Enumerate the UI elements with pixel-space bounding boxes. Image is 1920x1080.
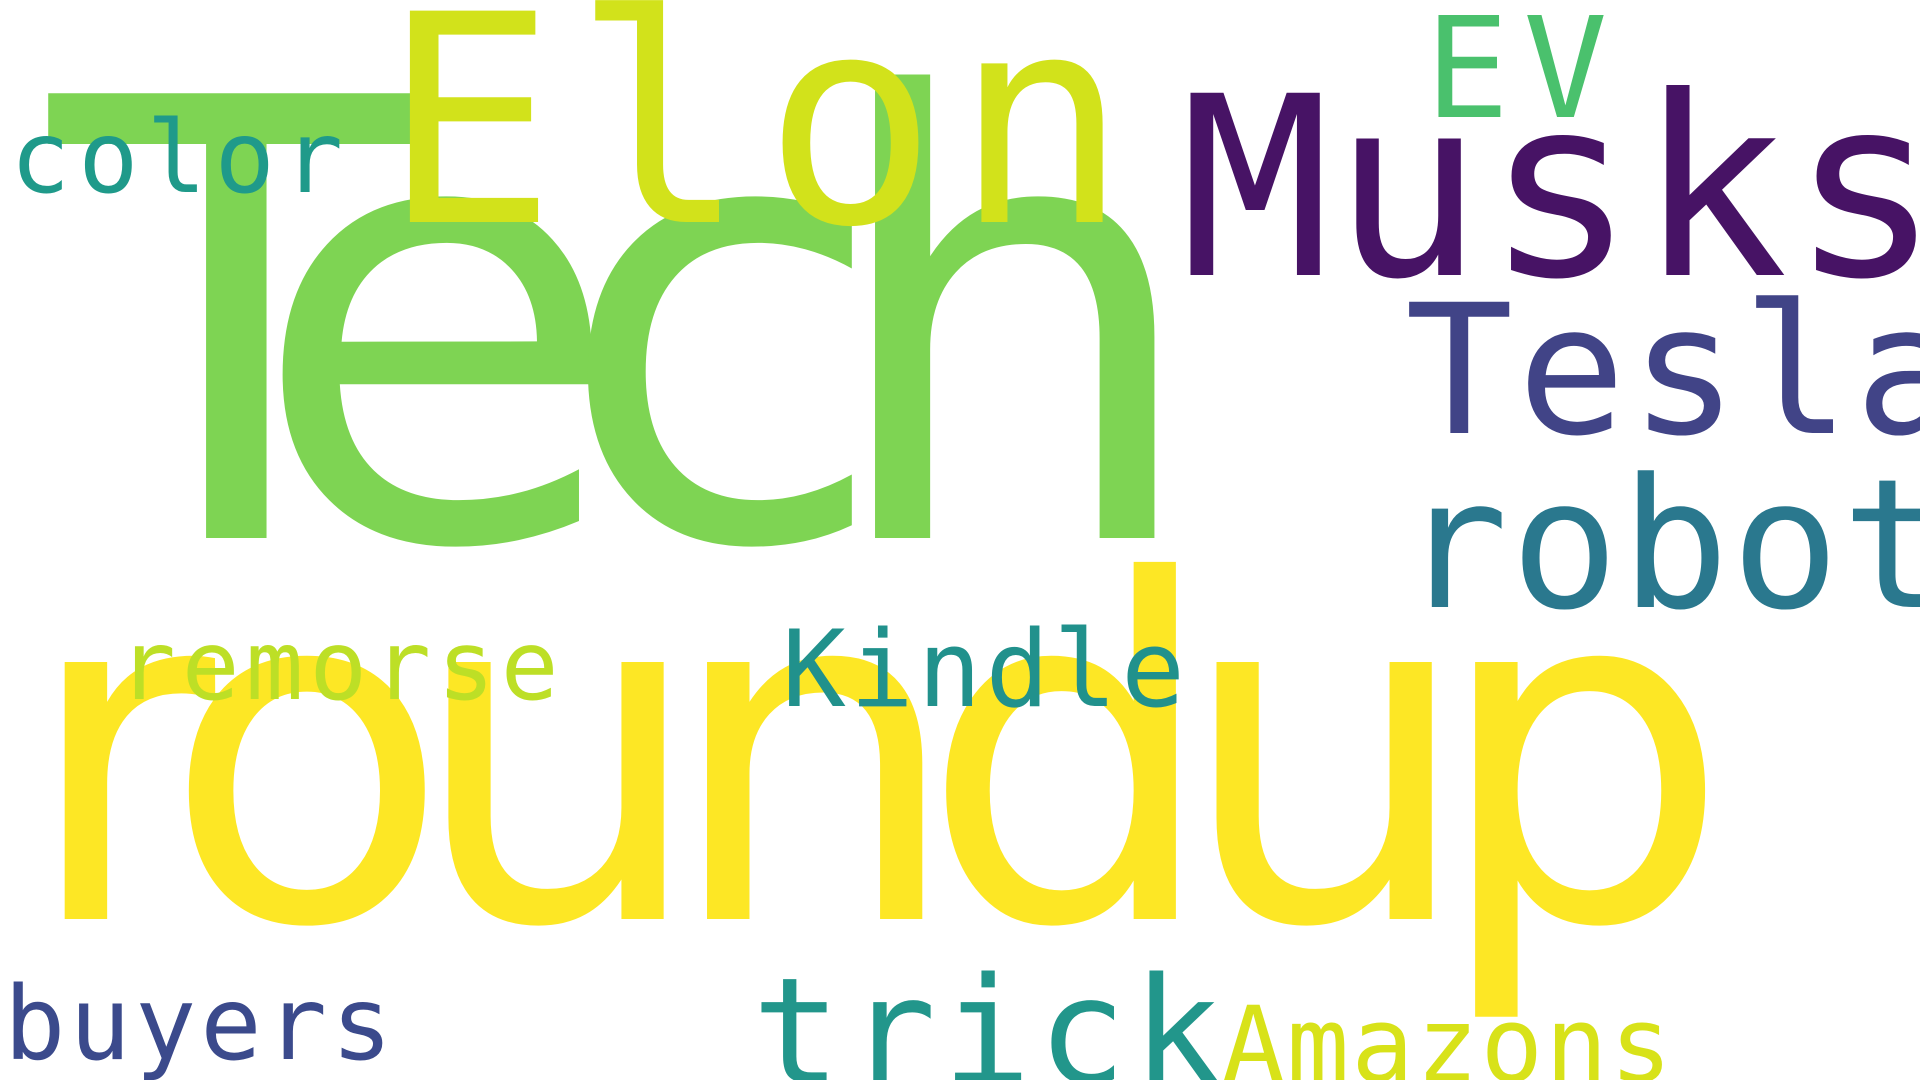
word-amazons: Amazons: [1222, 984, 1675, 1080]
word-kindle: Kindle: [782, 608, 1189, 731]
word-color: color: [10, 99, 352, 216]
word-ev: EV: [1425, 0, 1622, 151]
word-trick: trick: [752, 946, 1228, 1080]
word-robot: robot: [1400, 441, 1920, 650]
word-tesla: Tesla: [1405, 267, 1920, 476]
word-buyers: buyers: [4, 965, 397, 1080]
word-roundup: roundup: [22, 483, 1731, 1030]
word-remorse: remorse: [118, 610, 565, 722]
word-elon: Elon: [382, 0, 1145, 291]
word-tech: Tech: [50, 0, 1206, 682]
word-musks: Musks: [1180, 43, 1920, 334]
